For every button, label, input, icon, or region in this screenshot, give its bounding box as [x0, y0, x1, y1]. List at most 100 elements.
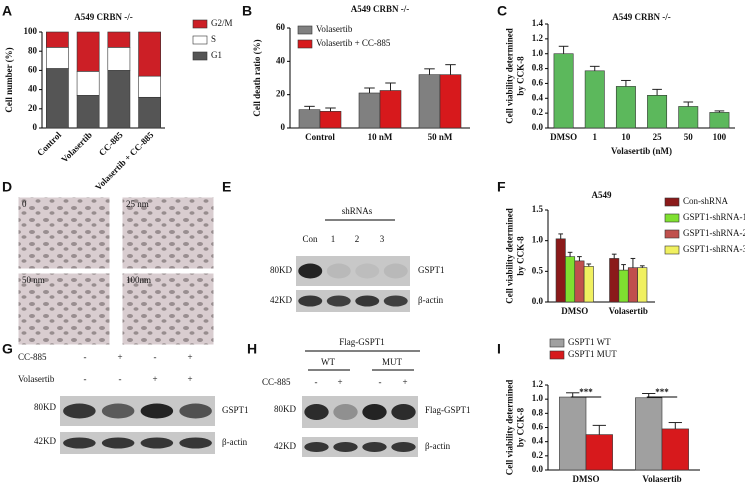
blot-strip	[60, 432, 215, 454]
bar	[559, 396, 587, 471]
legend-swatch	[192, 51, 208, 61]
legend-swatch	[664, 229, 680, 239]
x-tick-label: Volasertib + CC-885	[93, 129, 156, 192]
lane-label: 2	[355, 234, 360, 244]
legend-label: G1	[211, 50, 222, 60]
marker: 42KD	[270, 295, 292, 305]
y-tick-label: 20	[276, 89, 286, 99]
blot-band	[63, 403, 96, 419]
y-tick-label: 1.2	[532, 379, 544, 389]
y-tick-label: 0.8	[532, 63, 544, 73]
lane-label: 3	[380, 234, 385, 244]
y-tick-label: 0.2	[532, 107, 544, 117]
annotation: ***	[579, 387, 593, 397]
sign: -	[84, 352, 87, 362]
legend-swatch	[664, 213, 680, 223]
y-tick-label: 0.0	[532, 296, 544, 306]
y-axis-label: Cell viability determined	[505, 208, 515, 304]
sign: +	[187, 374, 192, 384]
bar	[46, 68, 69, 129]
marker: 80KD	[34, 402, 56, 412]
y-axis-label: by CCK-8	[516, 407, 526, 447]
micrograph	[17, 196, 111, 270]
blot-band	[362, 404, 387, 420]
x-tick-label: Volasertib	[59, 130, 94, 165]
x-tick-label: 10 nM	[368, 132, 393, 142]
bar	[46, 47, 69, 69]
blot-band	[362, 442, 387, 452]
y-tick-label: 0.8	[532, 407, 544, 417]
bar	[637, 267, 648, 303]
blot-band	[333, 442, 358, 452]
protein-label: β-actin	[425, 441, 451, 451]
bar	[298, 109, 321, 129]
panel-label: G	[2, 341, 13, 357]
chart-title: A549 CRBN -/-	[74, 12, 133, 22]
protein-label: Flag-GSPT1	[425, 405, 471, 415]
y-tick-label: 0.6	[532, 77, 544, 87]
y-tick-label: 0.4	[532, 92, 544, 102]
marker: 42KD	[34, 436, 56, 446]
blot-band	[333, 404, 358, 420]
blot-band	[355, 263, 380, 279]
legend-label: Volasertib	[316, 24, 353, 34]
blot-header: shRNAs	[342, 206, 373, 216]
blot-band	[298, 263, 323, 279]
sign: +	[187, 352, 192, 362]
bar	[138, 31, 161, 77]
y-tick-label: 1.0	[532, 48, 544, 58]
blot-band	[298, 295, 323, 307]
bar	[584, 70, 605, 129]
blot-band	[391, 404, 416, 420]
blot-band	[326, 263, 351, 279]
y-tick-label: 1.4	[532, 18, 544, 28]
bar	[627, 267, 638, 303]
x-tick-label: 100	[713, 132, 727, 142]
panel-label: C	[497, 3, 507, 19]
x-tick-label: 25	[653, 132, 663, 142]
panel-label: H	[247, 341, 257, 357]
blot-band	[383, 263, 408, 279]
y-axis-label: by CCK-8	[516, 236, 526, 276]
x-tick-label: 10	[621, 132, 631, 142]
row-label: CC-885	[18, 352, 47, 362]
x-tick-label: Volasertib	[642, 474, 681, 484]
y-axis-label: Cell viability determined	[505, 28, 515, 124]
bar	[678, 106, 699, 129]
legend-label: G2/M	[211, 18, 233, 28]
group-label: MUT	[382, 357, 403, 367]
bar	[138, 96, 161, 129]
annotation: ***	[655, 387, 669, 397]
bar	[583, 266, 594, 303]
legend-label: Con-shRNA	[683, 196, 729, 206]
y-tick-label: 0.5	[532, 265, 544, 275]
bar	[609, 258, 620, 303]
y-tick-label: 0.0	[532, 464, 544, 474]
y-axis-label: Cell number (%)	[4, 47, 14, 112]
blot-band	[391, 442, 416, 452]
y-axis-label: Cell death ratio (%)	[252, 39, 262, 116]
sign: -	[154, 352, 157, 362]
legend-swatch	[664, 245, 680, 255]
y-tick-label: 60	[276, 22, 286, 32]
bar	[46, 31, 69, 48]
y-tick-label: 0.6	[532, 422, 544, 432]
bar	[661, 428, 689, 471]
y-tick-label: 100	[24, 26, 38, 36]
x-tick-label: 50	[684, 132, 694, 142]
bar	[107, 31, 131, 48]
x-tick-label: Volasertib	[609, 306, 648, 316]
legend-swatch	[297, 25, 313, 35]
bar	[615, 86, 636, 129]
legend-swatch	[664, 197, 680, 207]
x-tick-label: DMSO	[561, 306, 588, 316]
y-tick-label: 0	[33, 122, 38, 132]
legend-label: GSPT1 WT	[568, 337, 611, 347]
blot-strip	[302, 437, 418, 457]
bar	[418, 74, 441, 129]
sign: -	[84, 374, 87, 384]
legend-swatch	[549, 338, 565, 348]
bar	[555, 238, 566, 303]
sign: +	[337, 377, 342, 387]
micrograph	[17, 272, 111, 346]
